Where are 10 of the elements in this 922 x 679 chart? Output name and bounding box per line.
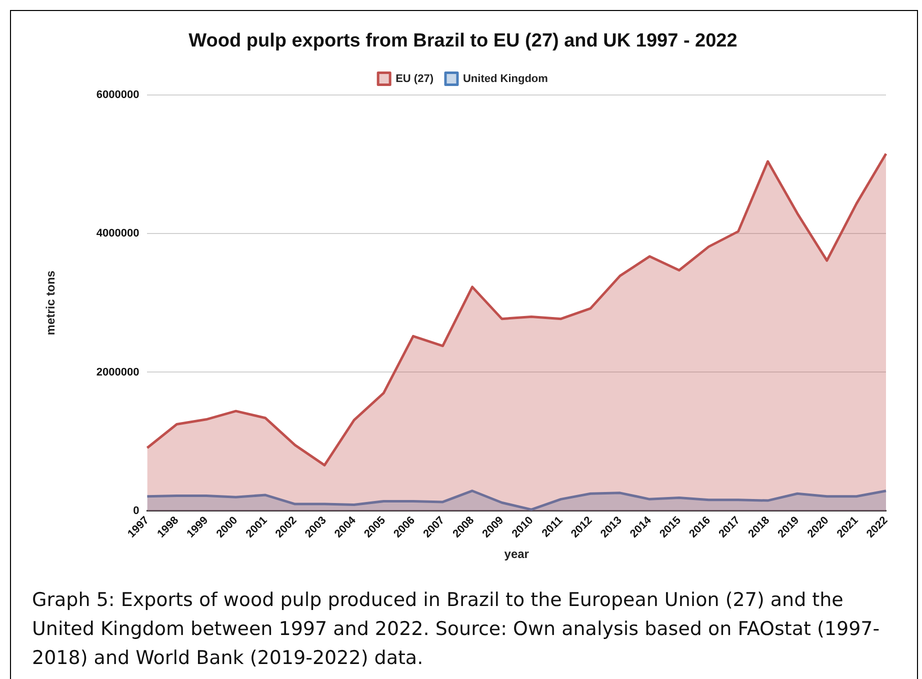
y-axis-title: metric tons [44, 270, 58, 336]
y-tick-label: 2000000 [96, 366, 140, 378]
caption: Graph 5: Exports of wood pulp produced in Brazil to the European Union (27) and the United Kingdom between 1997 and 2022. Source: Own analysis based on FAOstat (1997-2018) and World Bank (2019-2022) data. [32, 588, 881, 671]
y-tick-label: 6000000 [96, 88, 140, 101]
x-axis-title: year [504, 547, 530, 562]
y-tick-label: 4000000 [96, 228, 140, 240]
chart-title: Wood pulp exports from Brazil to EU (27) and UK 1997 - 2022 [188, 30, 738, 52]
legend-label: United Kingdom [462, 72, 548, 85]
y-tick-label: 0 [133, 504, 140, 517]
legend-label: EU (27) [396, 72, 434, 85]
